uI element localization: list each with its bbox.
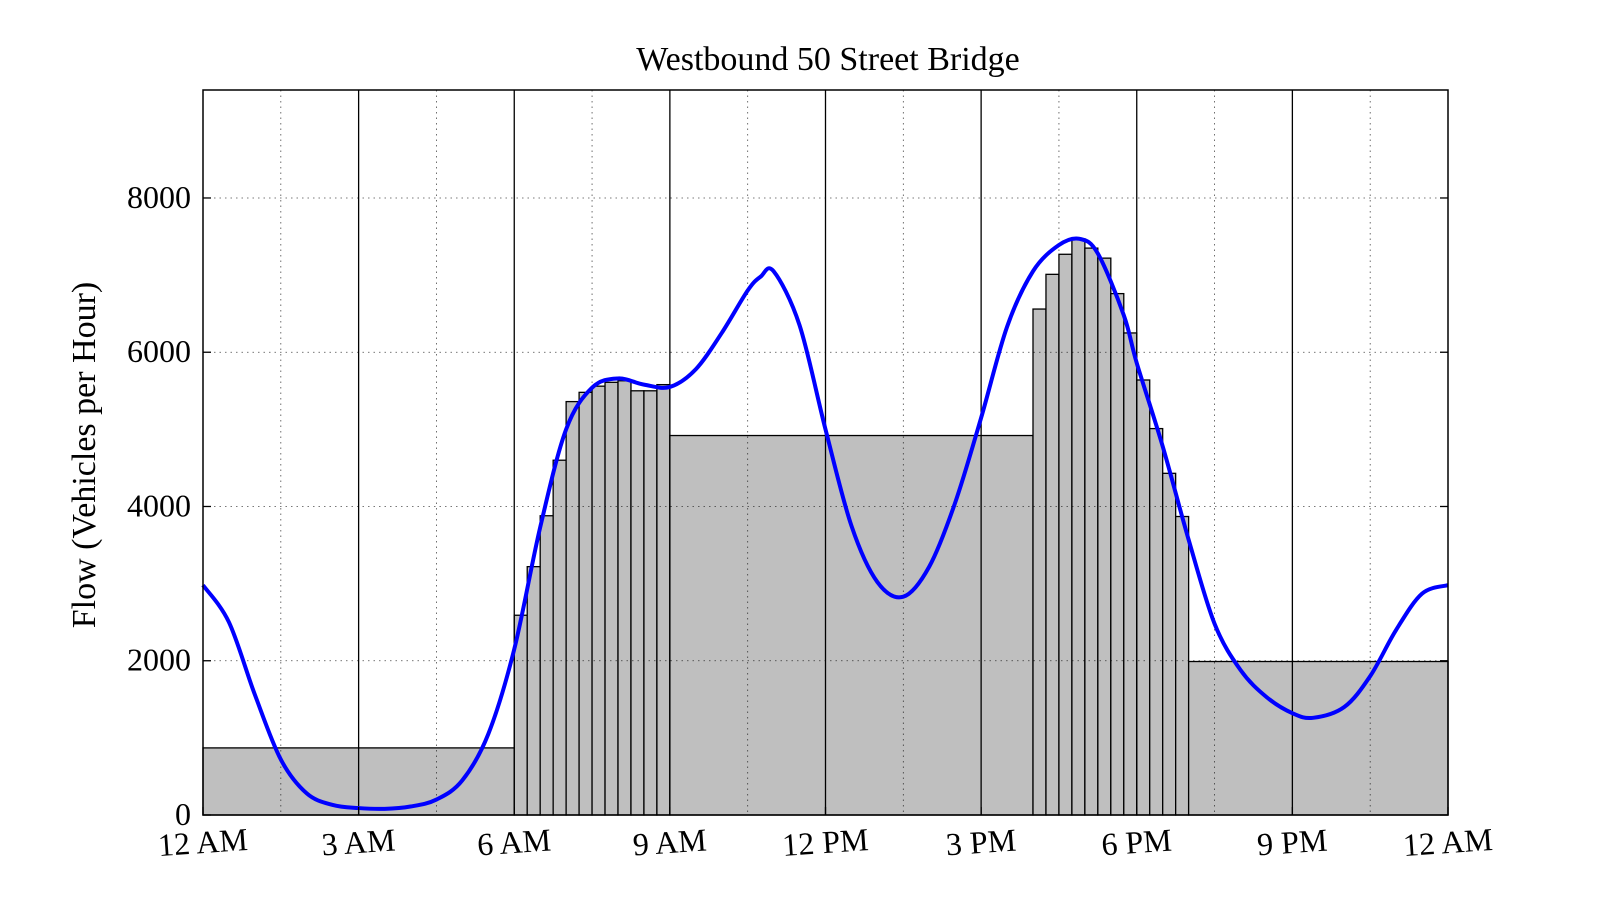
x-tick-label: 3 AM: [320, 821, 396, 862]
flow-curve: [201, 236, 1449, 811]
histogram-bar: [1187, 660, 1449, 816]
histogram-bar: [1071, 238, 1086, 816]
histogram-bar: [539, 515, 554, 816]
y-tick-label: 0: [175, 796, 191, 832]
histogram-bar: [1084, 247, 1099, 816]
histogram-bar: [578, 391, 593, 816]
x-tick-label: 6 PM: [1100, 822, 1173, 863]
histogram-bar: [1058, 253, 1073, 816]
histogram-bar: [526, 565, 541, 816]
x-tick-label: 9 PM: [1256, 822, 1329, 863]
grid-layer: [203, 90, 1448, 815]
y-tick-label: 2000: [127, 642, 191, 678]
y-tick-label: 6000: [127, 333, 191, 369]
y-tick-label: 4000: [127, 487, 191, 523]
bars-layer: [202, 238, 1449, 816]
histogram-bar: [630, 390, 645, 816]
histogram-bar: [1162, 472, 1177, 816]
histogram-bar: [1110, 292, 1125, 816]
histogram-bar: [643, 390, 658, 816]
histogram-bar: [604, 381, 619, 816]
histogram-bar: [1136, 379, 1151, 816]
histogram-bar: [1149, 427, 1164, 816]
histogram-bar: [1045, 273, 1060, 816]
x-tick-label: 9 AM: [632, 821, 708, 862]
histogram-bar: [565, 400, 580, 816]
histogram-bar: [1175, 515, 1190, 816]
x-tick-label: 3 PM: [945, 822, 1018, 863]
histogram-bar: [1123, 332, 1138, 816]
x-tick-label: 6 AM: [476, 821, 552, 862]
histogram-bar: [591, 385, 606, 816]
y-axis-label: Flow (Vehicles per Hour): [66, 282, 103, 629]
x-tick-label: 12 AM: [157, 821, 249, 863]
y-tick-label: 8000: [127, 179, 191, 215]
x-tick-label: 12 PM: [781, 821, 870, 863]
histogram-bar: [1097, 257, 1112, 816]
histogram-bar: [617, 380, 632, 816]
histogram-bar: [1032, 308, 1047, 816]
histogram-bar: [669, 434, 1034, 816]
histogram-bar: [552, 459, 567, 816]
chart-title: Westbound 50 Street Bridge: [636, 41, 1019, 78]
ticks-layer: 0 2000 4000 6000 8000 12 AM 3 AM 6 AM 9 AM 12 PM 3…: [127, 179, 1494, 863]
curve-layer: [201, 236, 1449, 811]
x-tick-label: 12 AM: [1402, 821, 1494, 863]
histogram-bar: [656, 383, 671, 816]
